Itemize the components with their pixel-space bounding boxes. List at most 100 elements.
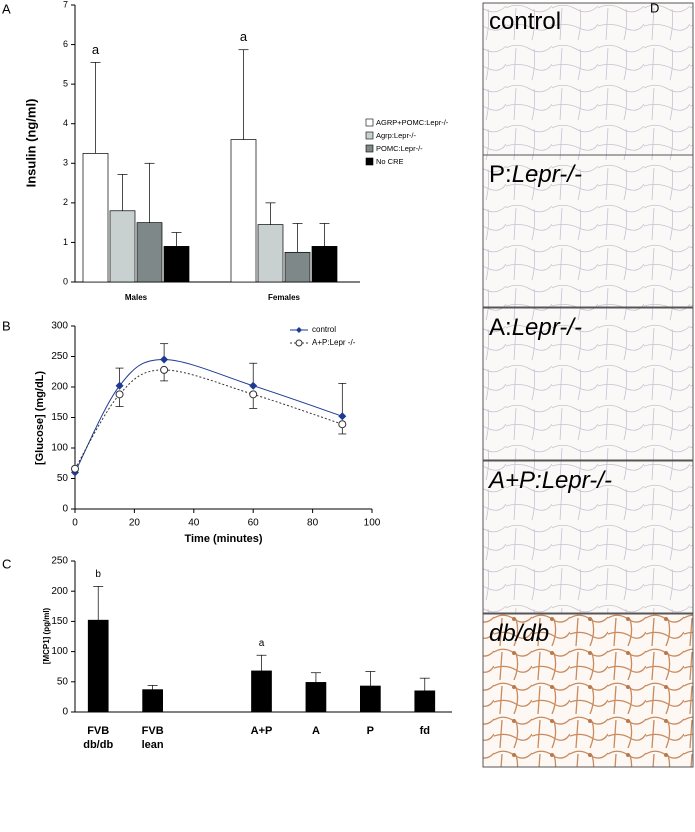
x-tick-label: Males (125, 293, 148, 302)
legend-swatch (365, 131, 374, 140)
micrograph-label: P:Lepr-/- (489, 161, 582, 188)
error-bar (265, 202, 276, 225)
error-bar (419, 677, 430, 691)
y-axis-label: [MCP1] (pg/ml) (42, 607, 51, 664)
annotation: a (259, 638, 265, 649)
y-tick-label: 100 (51, 443, 68, 454)
bar (136, 222, 163, 283)
y-tick-label: 5 (63, 79, 68, 89)
legend-swatch (365, 157, 374, 166)
x-tick-label: P (366, 725, 375, 737)
y-tick-label: 150 (51, 616, 68, 627)
series-line (74, 369, 343, 469)
y-tick-label: 3 (63, 158, 68, 168)
error-bar (338, 382, 347, 417)
point (338, 412, 347, 421)
bar (163, 246, 190, 283)
x-tick-label: A (311, 725, 320, 737)
bar (230, 139, 257, 283)
y-tick-label: 0 (63, 276, 68, 286)
micrograph-label-part: A+P:Lepr-/- (487, 467, 612, 494)
micrograph-label: A+P:Lepr-/- (487, 467, 612, 494)
x-tick-label: 100 (364, 518, 381, 529)
legend-label: AGRP+POMC:Lepr-/- (376, 118, 449, 127)
bar (305, 682, 327, 713)
point (160, 355, 169, 364)
y-tick-label: 150 (51, 412, 68, 423)
y-tick-label: 50 (57, 473, 69, 484)
legend-marker (295, 339, 303, 347)
series-line (74, 359, 343, 473)
y-tick-label: 300 (51, 321, 68, 332)
y-tick-label: 0 (62, 707, 68, 718)
x-axis-label: Time (minutes) (184, 533, 262, 545)
bar (82, 153, 109, 283)
bar (109, 210, 136, 283)
error-bar (171, 232, 182, 247)
micrograph-label: db/db (489, 620, 549, 647)
x-tick-label: Females (268, 293, 301, 302)
annotation: b (95, 569, 101, 580)
bar (311, 246, 338, 283)
error-bar (93, 586, 104, 621)
error-bar (365, 671, 376, 687)
legend-label: POMC:Lepr-/- (376, 144, 423, 153)
y-tick-label: 200 (51, 586, 68, 597)
x-tick-label: 60 (248, 518, 260, 529)
micrograph-label-part: control (489, 8, 561, 35)
micrograph-label-part: P: (489, 161, 512, 188)
bar (87, 619, 109, 713)
error-bar (117, 174, 128, 211)
micrograph (482, 613, 694, 768)
micrograph-label-part: db/db (489, 620, 549, 647)
bar (142, 689, 163, 713)
error-bar (292, 223, 303, 253)
error-bar (147, 685, 158, 690)
y-tick-label: 0 (62, 504, 68, 515)
y-tick-label: 2 (63, 197, 68, 207)
y-tick-label: 1 (63, 237, 68, 247)
x-tick-label: FVB lean (141, 725, 164, 751)
x-tick-label: 80 (307, 518, 319, 529)
x-tick-label: 40 (188, 518, 200, 529)
y-tick-label: 50 (57, 676, 69, 687)
error-bar (238, 49, 249, 140)
bar (257, 224, 284, 283)
micrograph-label-part: Lepr-/- (512, 314, 582, 341)
legend-label: control (312, 325, 336, 334)
point (338, 420, 347, 429)
y-axis-label: Insulin (ng/ml) (23, 99, 38, 188)
point (160, 365, 169, 374)
point (115, 390, 124, 399)
legend-label: Agrp:Lepr-/- (376, 131, 417, 140)
y-tick-label: 100 (51, 646, 68, 657)
legend-swatch (365, 144, 374, 153)
bar (414, 690, 436, 713)
y-axis-label: [Glucose] (mg/dL) (34, 371, 46, 465)
point (249, 390, 258, 399)
bar (360, 685, 381, 713)
legend-swatch (365, 118, 374, 127)
x-tick-label: fd (419, 725, 430, 737)
error-bar (90, 62, 101, 154)
error-bar (319, 223, 330, 247)
error-bar (310, 672, 321, 683)
x-tick-label: A+P (250, 725, 273, 737)
y-tick-label: 250 (51, 351, 68, 362)
point (249, 381, 258, 390)
y-tick-label: 200 (51, 382, 68, 393)
panel-label: D (650, 0, 659, 15)
micrograph (482, 154, 694, 308)
panel-label: A (2, 1, 11, 16)
annotation: a (240, 29, 248, 44)
micrograph-label: control (489, 8, 561, 35)
x-tick-label: FVB db/db (83, 725, 114, 751)
error-bar (256, 654, 267, 671)
micrograph (482, 2, 694, 156)
panel-label: C (2, 556, 11, 571)
y-tick-label: 7 (63, 0, 68, 9)
point (71, 464, 79, 473)
y-tick-label: 250 (51, 556, 68, 567)
